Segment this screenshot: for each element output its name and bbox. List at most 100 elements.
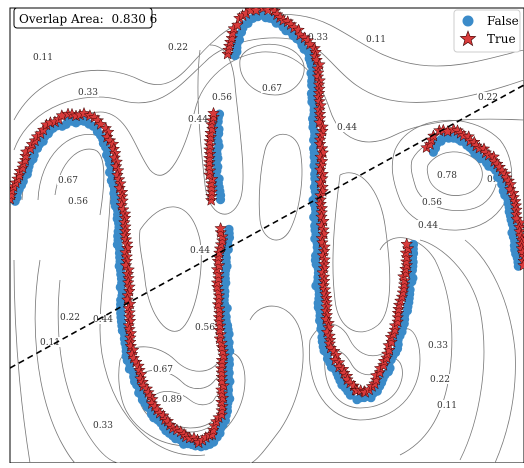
true-point	[217, 349, 231, 362]
contour-label: 0.44	[418, 221, 438, 231]
contour-label: 0.22	[60, 313, 80, 323]
true-point	[207, 106, 220, 119]
contour-line	[464, 239, 516, 463]
overlap-area-value: 0.830 6	[111, 12, 157, 26]
true-point	[203, 151, 216, 164]
contour-label: 0.33	[93, 421, 113, 431]
contour-label: 0.78	[437, 171, 457, 181]
contour-label: 0.56	[195, 323, 215, 333]
true-point	[399, 255, 413, 268]
legend-true-marker	[459, 30, 477, 47]
true-point	[215, 340, 229, 353]
contour-label-bg	[189, 245, 211, 255]
contour-label-bg	[161, 394, 183, 404]
contour-label-bg	[211, 92, 233, 102]
contour-label: 0.67	[58, 176, 78, 186]
contour-label: 0.44	[190, 246, 210, 256]
contour-label-bg	[167, 42, 189, 52]
true-point	[205, 181, 218, 194]
contour-label: 0.44	[93, 315, 113, 325]
true-point	[205, 189, 218, 202]
contour-label-bg	[417, 220, 439, 230]
contour-label-bg	[39, 337, 61, 347]
true-point	[211, 254, 225, 267]
contour-label: 0.89	[162, 395, 182, 405]
true-point	[203, 164, 217, 177]
true-point	[216, 344, 230, 358]
true-point	[213, 323, 226, 336]
true-point	[397, 282, 411, 295]
true-point	[392, 302, 405, 315]
overlap-area-badge: Overlap Area: 0.830 6	[13, 7, 157, 29]
true-point	[225, 31, 239, 44]
true-point	[215, 370, 229, 383]
true-point	[204, 193, 218, 206]
contour-label: 0.11	[40, 338, 60, 348]
true-point	[212, 293, 226, 306]
true-point	[214, 361, 228, 374]
contour-label: 0.22	[430, 375, 450, 385]
contour-label: 0.44	[337, 123, 357, 133]
true-point	[400, 237, 414, 250]
contour-label: 0.56	[68, 197, 88, 207]
overlap-area-label: Overlap Area:	[19, 12, 104, 26]
true-point	[213, 306, 226, 319]
true-point	[202, 160, 216, 173]
contour-line	[57, 279, 121, 463]
contour-label: 0.56	[422, 198, 442, 208]
contour-label-bg	[365, 34, 387, 44]
overlap-area-text: Overlap Area: 0.830 6	[19, 12, 157, 26]
true-point	[210, 280, 224, 293]
true-point	[203, 147, 217, 160]
true-point	[205, 122, 219, 135]
decision-boundary-line	[10, 84, 524, 369]
true-point	[391, 310, 405, 323]
contour-line	[419, 239, 485, 461]
contour-line	[308, 323, 421, 421]
contour-label: 0.22	[478, 93, 498, 103]
contour-label: 0.44	[188, 115, 208, 125]
contour-label-bg	[427, 340, 449, 350]
true-point	[216, 399, 229, 412]
contour-line	[118, 346, 246, 447]
true-point	[369, 373, 383, 386]
true-point	[204, 176, 218, 190]
contour-label: 0.11	[33, 53, 53, 63]
true-point	[214, 221, 227, 234]
true-point	[206, 423, 220, 436]
true-point	[216, 391, 230, 404]
true-point	[213, 332, 227, 345]
contour-label-bg	[429, 374, 451, 384]
contour-line	[139, 206, 202, 332]
true-point	[215, 234, 229, 247]
contour-line	[13, 37, 524, 151]
contour-line	[37, 133, 206, 456]
contour-line	[13, 259, 31, 463]
legend-false-label: False	[487, 14, 519, 28]
contour-line	[332, 172, 391, 333]
true-point	[215, 374, 229, 387]
contour-line	[249, 305, 304, 463]
true-point	[207, 110, 221, 123]
true-point	[391, 306, 405, 319]
true-point	[16, 161, 29, 174]
true-point	[18, 153, 32, 166]
contour-line	[324, 349, 403, 409]
contour-line	[54, 148, 105, 216]
true-point	[203, 139, 217, 152]
scatter-points	[10, 8, 524, 452]
contour-line	[34, 259, 76, 463]
contour-line	[197, 44, 244, 215]
contour-label: 0.67	[262, 84, 282, 94]
contour-label-bg	[477, 92, 499, 102]
contour-label-bg	[421, 197, 443, 207]
contour-label-bg	[194, 322, 216, 332]
contour-label-bg	[77, 87, 99, 97]
contour-label-bg	[67, 196, 89, 206]
contour-label-bg	[92, 420, 114, 430]
true-point	[221, 47, 234, 60]
contour-label-bg	[436, 170, 458, 180]
contour-label-bg	[307, 32, 329, 42]
contour-line	[391, 119, 513, 231]
